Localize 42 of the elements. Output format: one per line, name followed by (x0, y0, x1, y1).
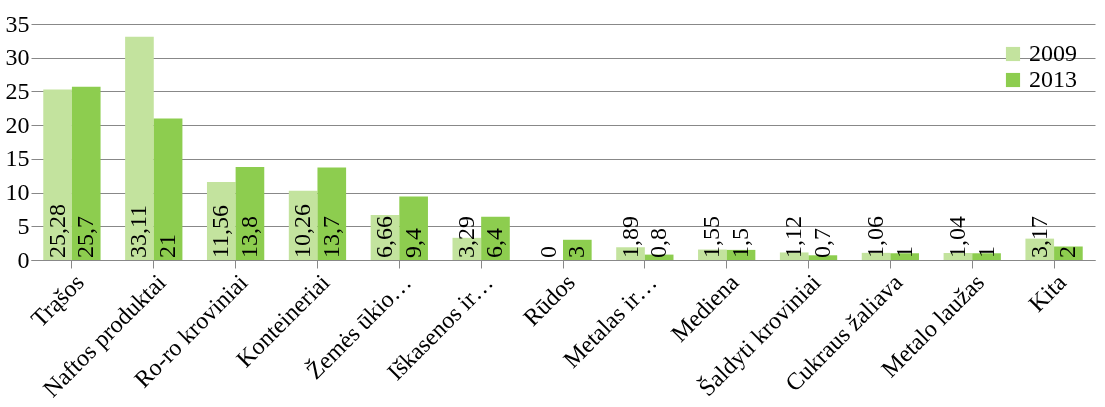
legend-label: 2009 (1029, 40, 1077, 66)
data-label: 6,4 (481, 228, 508, 258)
data-label: 9,4 (399, 228, 426, 258)
data-label: 33,11 (125, 204, 152, 258)
data-label: 3,29 (452, 216, 479, 258)
bar (43, 89, 72, 260)
data-label: 1,12 (780, 216, 807, 258)
data-label: 1,89 (616, 216, 643, 258)
legend-label: 2013 (1029, 66, 1077, 92)
x-tick-label: Kita (1023, 268, 1072, 317)
data-label: 2 (1054, 246, 1081, 258)
data-label: 1,55 (698, 216, 725, 258)
bar (125, 36, 154, 260)
data-label: 11,56 (207, 204, 234, 258)
data-label: 0,7 (808, 228, 835, 258)
y-tick-label: 15 (5, 145, 30, 172)
data-label: 1 (972, 246, 999, 258)
y-tick-label: 5 (17, 212, 30, 239)
data-label: 21 (154, 234, 181, 258)
data-label: 0,8 (645, 228, 672, 258)
data-label: 25,28 (43, 204, 70, 258)
data-label: 3,17 (1025, 216, 1052, 258)
data-label: 13,8 (235, 216, 262, 258)
y-tick-label: 25 (5, 77, 30, 104)
data-label: 13,7 (317, 216, 344, 258)
data-label: 1,5 (727, 228, 754, 258)
y-tick-label: 20 (5, 111, 30, 138)
bar (153, 118, 183, 260)
y-tick-label: 30 (5, 44, 30, 71)
data-label: 0 (534, 246, 561, 258)
y-tick-label: 35 (5, 10, 30, 37)
data-label: 3 (563, 246, 590, 258)
bar (71, 86, 101, 260)
data-label: 25,7 (72, 216, 99, 258)
data-label: 1,04 (943, 216, 970, 258)
y-tick-label: 0 (17, 246, 30, 273)
data-label: 1,06 (862, 216, 889, 258)
y-tick-label: 10 (5, 179, 30, 206)
data-label: 10,26 (289, 204, 316, 258)
data-label: 1 (890, 246, 917, 258)
data-label: 6,66 (370, 216, 397, 258)
bar (317, 167, 347, 260)
